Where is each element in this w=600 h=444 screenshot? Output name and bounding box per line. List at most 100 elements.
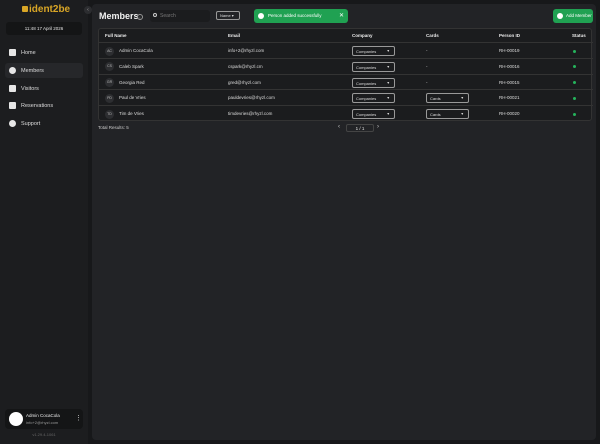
kebab-menu-icon[interactable]: ⋮ [75, 415, 82, 422]
toast-message: Person added successfully [268, 13, 322, 18]
person-id: RH-00019 [499, 48, 520, 53]
full-name: Paul de Vries [119, 95, 146, 101]
calendar-icon [9, 102, 16, 109]
label: Home [21, 49, 36, 56]
caret-down-icon: ▼ [460, 112, 464, 117]
status-indicator [573, 96, 576, 100]
company-value: Companies [356, 112, 377, 118]
status-indicator [573, 81, 576, 85]
column-header: Status [572, 33, 586, 38]
person-id: RH-00016 [499, 63, 520, 69]
caret-down-icon: ▼ [460, 96, 464, 101]
caret-down-icon: ▼ [386, 112, 390, 117]
user-name: Admin CocaCola [26, 413, 60, 418]
toast-success: Person added successfully ✕ [254, 9, 348, 23]
search-input[interactable]: Search [150, 10, 210, 22]
person-id: RH-00021 [499, 95, 520, 101]
company-value: Companies [356, 80, 377, 86]
table-row[interactable]: AC Admin CocaCola info+2@rhyzl.com Compa… [99, 42, 593, 58]
column-header: Cards [426, 33, 439, 38]
avatar-initials: PD [105, 93, 114, 103]
logo-mark-icon [22, 6, 28, 13]
caret-down-icon: ▼ [386, 80, 390, 85]
add-member-label: Add Member [566, 13, 592, 18]
company-value: Companies [356, 96, 377, 102]
collapse-sidebar-button[interactable]: ‹ [84, 6, 92, 14]
company-select[interactable]: Companies ▼ [352, 93, 395, 104]
user-menu[interactable]: Admin CocaCola info+2@rhyzl.com ⋮ [5, 409, 83, 429]
close-icon[interactable]: ✕ [338, 13, 344, 19]
company-select[interactable]: Companies ▼ [352, 109, 395, 120]
column-header: Full Name [105, 33, 127, 38]
cards-value: - [426, 48, 428, 53]
status-indicator [573, 112, 576, 116]
search-icon [153, 13, 157, 17]
sidebar-item-reservations[interactable]: Reservations [5, 98, 83, 113]
caret-down-icon: ▼ [386, 96, 390, 101]
sidebar-item-visitors[interactable]: Visitors [5, 81, 83, 96]
sort-select[interactable]: Name ▾ [216, 11, 240, 20]
page-title: Members [99, 11, 139, 21]
full-name: Caleb Spark [119, 63, 144, 69]
avatar-initials: TD [105, 109, 114, 119]
label: Members [21, 67, 44, 74]
company-value: Companies [356, 49, 377, 54]
label: Support [21, 120, 41, 127]
cards-value: - [426, 63, 428, 69]
caret-down-icon: ▼ [386, 49, 390, 53]
email: timdevries@rhyzl.com [228, 111, 273, 117]
cards-value: Cards [430, 112, 441, 118]
sidebar: ident2be 11:48 17 April 2026 Home Member… [0, 0, 88, 444]
version: v1.29.4-1061 [32, 432, 56, 437]
avatar-initials: AC [105, 46, 114, 56]
sidebar-item-members[interactable]: Members [5, 63, 83, 78]
full-name: Tim de Vries [119, 111, 144, 117]
email: pauldevries@rhyzl.com [228, 95, 275, 101]
company-select[interactable]: Companies ▼ [352, 46, 395, 56]
datetime: 11:48 17 April 2026 [6, 22, 82, 35]
main-panel: Members i Search Name ▾ Person added suc… [92, 4, 596, 440]
sidebar-item-home[interactable]: Home [5, 45, 83, 60]
info-icon[interactable]: i [137, 14, 143, 20]
company-select[interactable]: Companies ▼ [352, 61, 395, 72]
user-icon [9, 67, 16, 74]
logo-text: ident2be [29, 4, 71, 15]
add-member-button[interactable]: Add Member [553, 9, 593, 23]
table-row[interactable]: TD Tim de Vries timdevries@rhyzl.com Com… [99, 105, 593, 121]
column-header: Company [352, 33, 373, 38]
cards-value: - [426, 79, 428, 85]
next-page-button[interactable]: › [377, 124, 379, 130]
company-select[interactable]: Companies ▼ [352, 77, 395, 88]
company-value: Companies [356, 64, 377, 70]
status-indicator [573, 49, 576, 53]
help-icon [9, 120, 16, 127]
status-indicator [573, 65, 576, 69]
badge-icon [9, 85, 16, 92]
column-header: Person ID [499, 33, 521, 38]
person-id: RH-00020 [499, 111, 520, 117]
cards-select[interactable]: Cards ▼ [426, 109, 469, 120]
email: cspark@rhyzl.cm [228, 63, 263, 69]
page-count: / 1 [359, 126, 365, 131]
user-email: info+2@rhyzl.com [26, 420, 59, 425]
table-row[interactable]: CS Caleb Spark cspark@rhyzl.cm Companies… [99, 57, 593, 74]
sidebar-item-support[interactable]: Support [5, 116, 83, 131]
label: Visitors [21, 85, 39, 92]
avatar-initials: CS [105, 62, 114, 72]
table-row[interactable]: PD Paul de Vries pauldevries@rhyzl.com C… [99, 89, 593, 105]
cards-select[interactable]: Cards ▼ [426, 93, 469, 104]
page-indicator[interactable]: 1 / 1 [346, 124, 374, 132]
search-placeholder: Search [160, 13, 176, 19]
avatar-initials: GR [105, 78, 114, 88]
table-row[interactable]: GR Georgia Red gred@rhyzl.com Companies ▼… [99, 73, 593, 90]
prev-page-button[interactable]: ‹ [338, 124, 340, 130]
home-icon [9, 49, 16, 56]
caret-down-icon: ▼ [386, 64, 390, 69]
email: gred@rhyzl.com [228, 79, 261, 85]
person-id: RH-00015 [499, 79, 520, 85]
label: Reservations [21, 102, 54, 109]
plus-icon [557, 13, 563, 19]
check-icon [258, 13, 264, 19]
total-results: Total Results: 5 [98, 125, 129, 130]
page-input[interactable]: 1 [355, 126, 359, 131]
